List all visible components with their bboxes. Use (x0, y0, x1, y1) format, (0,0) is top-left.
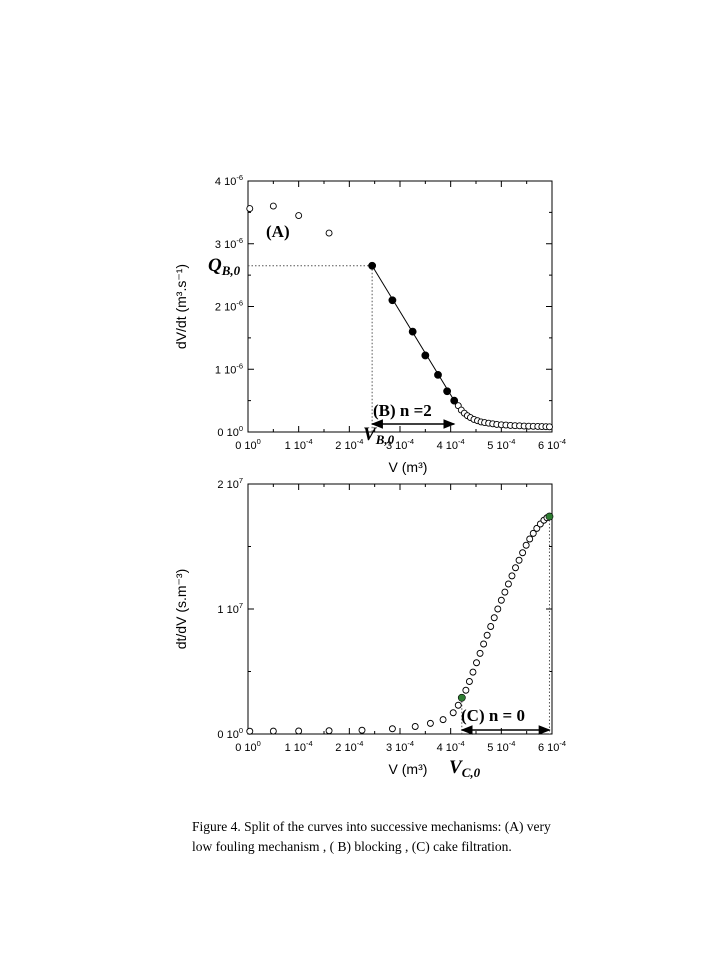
y-tick-label: 4 10-6 (215, 173, 243, 188)
data-point-open (295, 727, 303, 735)
data-point-open (546, 423, 553, 431)
data-point-filled (457, 693, 466, 702)
data-point-open (269, 727, 277, 735)
data-point-open (295, 212, 303, 219)
x-tick-label: 6 10-4 (538, 739, 566, 754)
data-point-open (483, 631, 491, 639)
data-point-open (411, 723, 419, 730)
x-tick-label: 3 10-4 (386, 437, 414, 452)
plot-frame (247, 483, 553, 735)
data-point-open (501, 588, 509, 596)
data-point-open (476, 649, 484, 657)
x-axis-label: V (m³) (389, 761, 428, 777)
y-tick-label: 1 10-6 (215, 361, 243, 376)
data-point-filled (421, 351, 430, 360)
chart-b: V (m³) dt/dV (s.m⁻³) (C) n = 0 VC,0 (173, 483, 554, 780)
x-tick-label: 3 10-4 (386, 739, 414, 754)
plot-frame (247, 180, 553, 433)
label-c: (C) n = 0 (461, 706, 525, 725)
x-tick-label: 4 10-4 (437, 437, 465, 452)
data-point-filled (443, 387, 452, 396)
data-point-open (490, 614, 498, 622)
data-point-filled (368, 261, 377, 270)
data-point-open (462, 686, 470, 694)
caption-line-2: low fouling mechanism , ( B) blocking , … (192, 839, 512, 854)
data-point-open (533, 524, 541, 532)
caption-line-1: Figure 4. Split of the curves into succe… (192, 819, 551, 834)
x-tick-label: 0 100 (235, 437, 261, 452)
label-v-b0: VB,0 (363, 424, 395, 447)
data-point-open (512, 564, 519, 572)
chart-a: V (m³) dV/dt (m³.s⁻¹) (A) QB,0 (B) n =2 VB,0 (173, 180, 553, 475)
data-point-open (325, 229, 333, 237)
x-tick-label: 1 10-4 (285, 739, 313, 754)
x-tick-label: 5 10-4 (487, 437, 515, 452)
y-tick-label: 3 10-6 (215, 236, 243, 251)
data-point-open (388, 725, 396, 733)
data-point-open (497, 596, 505, 604)
y-tick-label: 2 10-6 (215, 299, 243, 314)
data-point-open (439, 716, 447, 724)
data-point-open (529, 529, 537, 537)
data-point-open (246, 727, 254, 735)
x-axis-label: V (m³) (389, 459, 428, 475)
x-tick-label: 0 100 (235, 739, 261, 754)
data-point-open (449, 709, 457, 717)
data-point-open (246, 205, 254, 213)
data-point-open (358, 726, 366, 734)
x-tick-label: 1 10-4 (285, 437, 313, 452)
data-point-open (426, 719, 434, 727)
y-tick-label: 0 100 (217, 424, 243, 439)
data-point-open (480, 640, 488, 648)
data-point-open (504, 580, 512, 588)
x-tick-label: 2 10-4 (335, 437, 363, 452)
label-q-b0: QB,0 (208, 255, 241, 278)
data-point-open (526, 535, 534, 543)
data-point-open (522, 541, 530, 549)
data-point-open (269, 202, 277, 210)
data-point-open (325, 727, 333, 735)
data-point-filled (408, 327, 417, 336)
data-point-open (487, 623, 495, 630)
label-v-c0: VC,0 (449, 757, 481, 780)
x-tick-label: 4 10-4 (437, 739, 465, 754)
y-tick-label: 0 100 (217, 726, 243, 741)
data-point-filled (388, 296, 397, 305)
data-point-open (519, 549, 527, 557)
figure-caption: Figure 4. Split of the curves into succe… (192, 817, 632, 857)
y-axis-label: dt/dV (s.m⁻³) (173, 569, 189, 650)
label-b: (B) n =2 (373, 401, 432, 420)
y-axis-label: dV/dt (m³.s⁻¹) (173, 264, 189, 349)
data-point-open (454, 701, 462, 709)
data-point-open (473, 659, 480, 667)
x-tick-label: 5 10-4 (487, 739, 515, 754)
y-tick-label: 1 107 (217, 601, 243, 616)
data-point-open (494, 605, 502, 613)
data-point-open (469, 668, 477, 676)
data-point-filled (434, 370, 442, 379)
x-tick-label: 2 10-4 (335, 739, 363, 754)
y-tick-label: 2 107 (217, 476, 243, 491)
data-point-filled (545, 512, 554, 521)
data-point-open (515, 556, 523, 564)
x-tick-label: 6 10-4 (538, 437, 566, 452)
data-point-open (508, 572, 516, 580)
data-point-open (465, 678, 473, 685)
label-a: (A) (266, 222, 290, 241)
data-point-filled (450, 396, 459, 405)
